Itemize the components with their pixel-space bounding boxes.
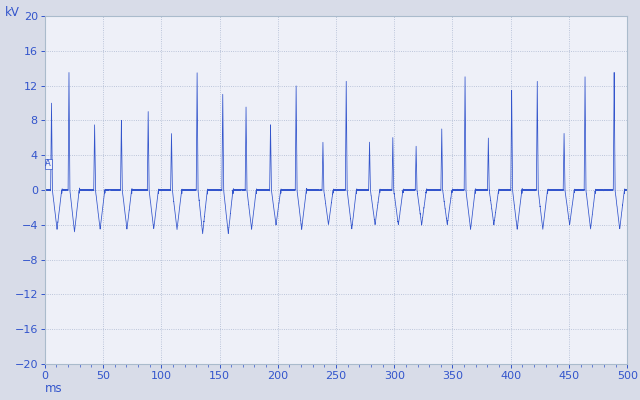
X-axis label: ms: ms <box>45 382 63 395</box>
Text: A: A <box>45 159 51 168</box>
Y-axis label: kV: kV <box>5 6 20 18</box>
